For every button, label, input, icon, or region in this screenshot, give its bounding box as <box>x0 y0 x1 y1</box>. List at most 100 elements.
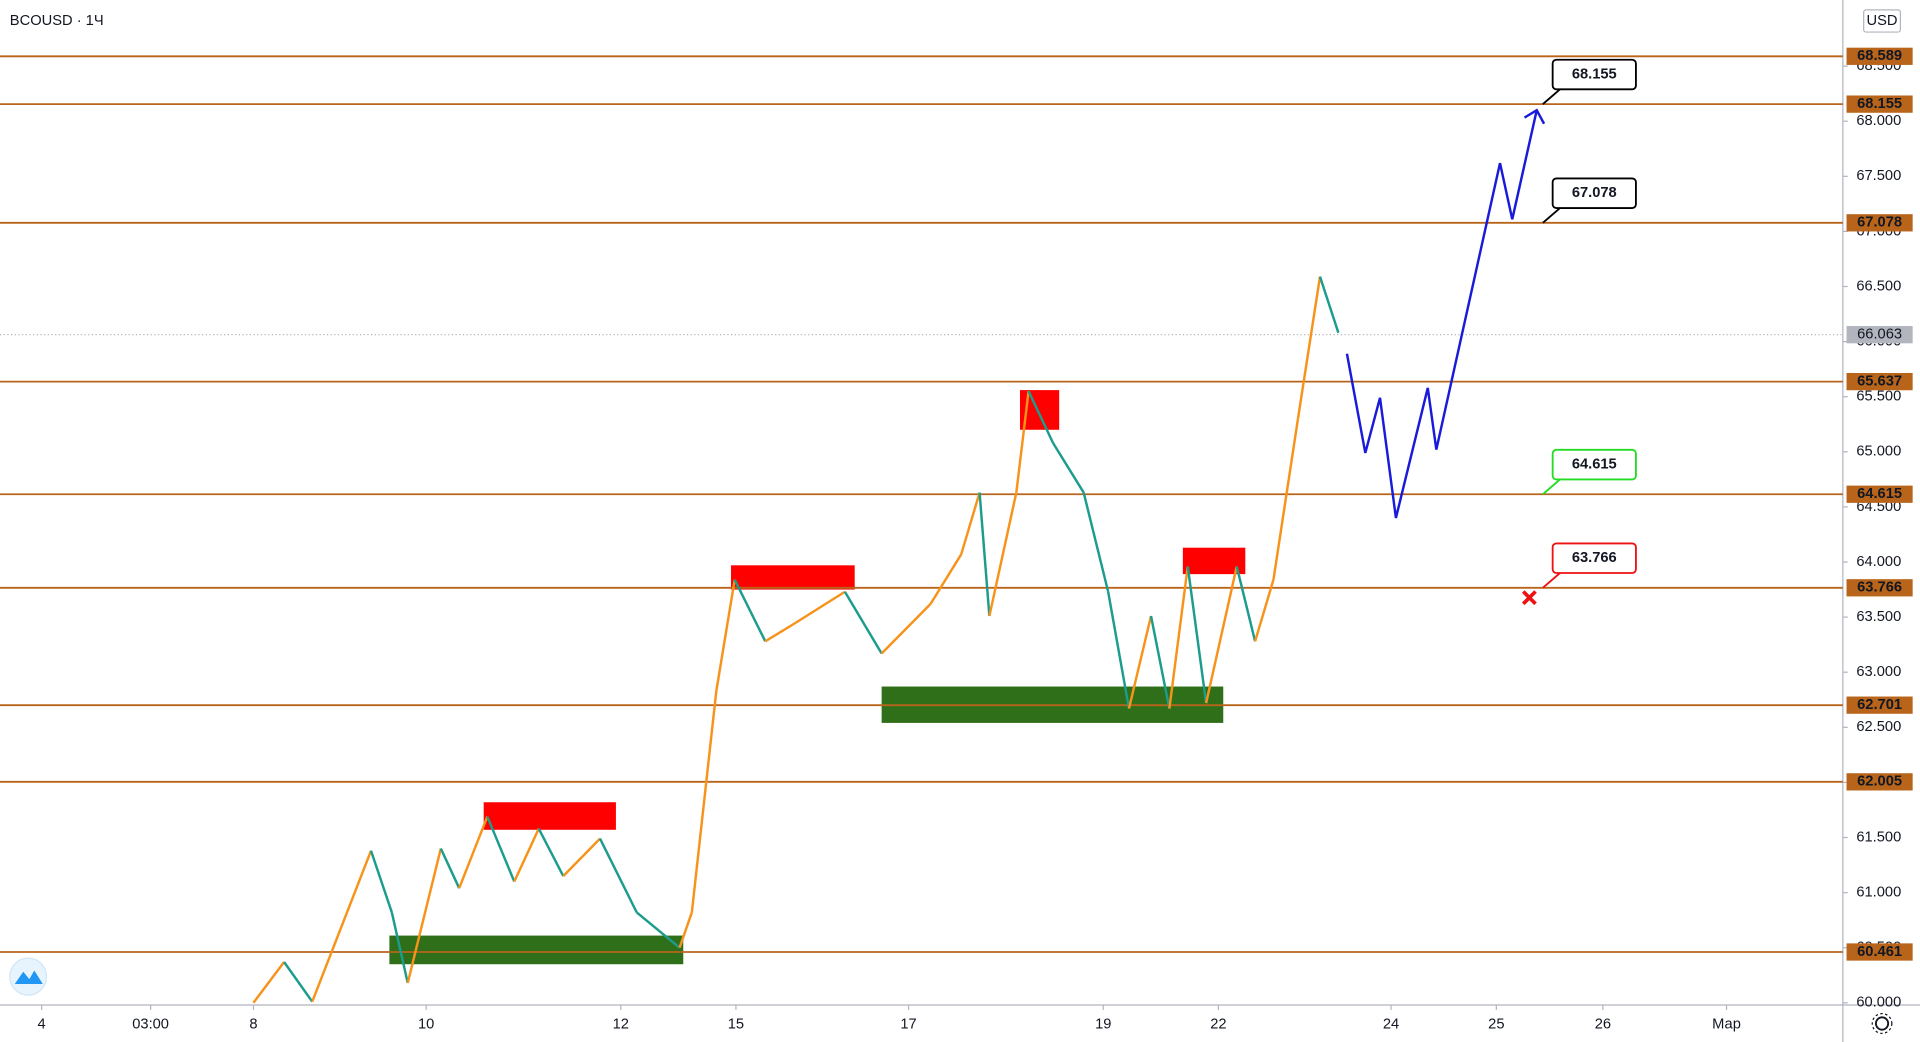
level-label-box <box>1846 214 1913 232</box>
currency-box <box>1863 9 1902 33</box>
callout-label: 67.078 <box>1572 185 1617 201</box>
callout-pointer <box>1542 572 1561 589</box>
level-label-box <box>1846 95 1913 113</box>
x-tick-label: 10 <box>418 1017 434 1033</box>
level-label: 63.766 <box>1857 580 1902 596</box>
y-tick-label: 67.500 <box>1856 168 1901 184</box>
y-tick-label: 64.000 <box>1856 554 1901 570</box>
callout-box <box>1551 448 1637 481</box>
level-label-box <box>1846 579 1913 597</box>
price-segment <box>1186 566 1208 704</box>
price-segment <box>1204 566 1238 704</box>
level-label-box <box>1846 696 1913 714</box>
price-segment <box>1127 615 1153 709</box>
price-segment <box>1027 390 1055 444</box>
price-segment <box>537 828 565 877</box>
last-price-label: 66.063 <box>1857 327 1902 343</box>
price-segment <box>1235 566 1257 642</box>
level-label: 67.078 <box>1857 215 1902 231</box>
price-segment <box>283 961 314 1003</box>
zone <box>483 802 616 830</box>
price-segment <box>439 848 461 889</box>
price-segment <box>764 621 797 643</box>
x-tick-label: 25 <box>1488 1017 1504 1033</box>
level-label: 60.461 <box>1857 944 1902 960</box>
y-tick-label: 66.500 <box>1856 278 1901 294</box>
x-tick-label: 26 <box>1595 1017 1611 1033</box>
y-tick-label: 62.500 <box>1856 719 1901 735</box>
price-segment <box>458 816 489 889</box>
y-tick-label: 60.000 <box>1856 995 1901 1011</box>
y-tick-label: 61.500 <box>1856 829 1901 845</box>
y-tick-label: 68.000 <box>1856 113 1901 129</box>
y-tick-label: 63.500 <box>1856 609 1901 625</box>
stop-marker <box>1521 590 1537 606</box>
x-tick-label: 8 <box>249 1017 257 1033</box>
forecast-line <box>1345 109 1538 519</box>
zone <box>731 565 855 590</box>
price-segment <box>1106 591 1131 709</box>
price-segment <box>1052 442 1085 494</box>
last-price-box <box>1846 326 1913 344</box>
settings-icon[interactable] <box>1871 1013 1893 1034</box>
price-segment <box>1318 276 1340 334</box>
callout-pointer <box>1542 207 1561 224</box>
price-segment <box>960 492 981 555</box>
x-tick-label: 17 <box>900 1017 916 1033</box>
level-label-box <box>1846 773 1913 791</box>
y-tick-label: 65.500 <box>1856 389 1901 405</box>
callout-label: 63.766 <box>1572 550 1617 566</box>
price-segment <box>1272 418 1300 580</box>
price-segment <box>978 492 991 617</box>
callout-box <box>1551 542 1637 574</box>
callout-pointer <box>1542 478 1561 495</box>
callout-pointer <box>1542 88 1561 105</box>
price-segment <box>1296 276 1322 419</box>
x-tick-label: 03:00 <box>132 1017 169 1033</box>
price-segment <box>880 603 932 655</box>
currency: USD <box>1867 13 1898 29</box>
price-segment <box>390 912 409 984</box>
level-label-box <box>1846 372 1913 391</box>
price-segment <box>406 848 443 984</box>
callout-label: 64.615 <box>1572 457 1617 473</box>
level-label: 62.005 <box>1857 774 1902 790</box>
forecast-arrowhead <box>1523 108 1546 125</box>
x-tick-label: 4 <box>38 1017 46 1033</box>
price-segment <box>311 850 373 1003</box>
x-tick-label: 15 <box>728 1017 744 1033</box>
price-segment <box>1168 566 1189 709</box>
price-segment <box>252 961 286 1004</box>
x-tick-label: 19 <box>1095 1017 1111 1033</box>
x-tick-label: 24 <box>1383 1017 1399 1033</box>
price-segment <box>486 816 516 883</box>
price-segment <box>369 850 393 913</box>
price-segment <box>1082 492 1110 593</box>
callout-label: 68.155 <box>1572 66 1617 82</box>
price-segment <box>929 553 963 605</box>
price-segment <box>795 590 846 624</box>
price-segment <box>635 911 681 949</box>
price-segment <box>690 690 718 913</box>
y-tick-label: 65.000 <box>1856 444 1901 460</box>
price-segment <box>598 838 638 913</box>
level-label: 65.637 <box>1857 373 1902 389</box>
level-label-box <box>1846 485 1913 503</box>
price-segment <box>988 492 1018 617</box>
level-label: 68.589 <box>1857 48 1902 64</box>
level-label-box <box>1846 943 1913 961</box>
x-tick-label: 22 <box>1210 1017 1226 1033</box>
level-label: 62.701 <box>1857 697 1902 713</box>
chart-title: BCOUSD · 1Ч <box>10 13 104 29</box>
y-tick-label: 61.000 <box>1856 884 1901 900</box>
price-segment <box>513 828 540 883</box>
price-segment <box>1015 391 1030 493</box>
level-label-box <box>1846 47 1913 65</box>
level-label: 64.615 <box>1857 486 1902 502</box>
zone <box>389 935 684 965</box>
level-label: 68.155 <box>1857 96 1902 112</box>
price-segment <box>562 837 601 877</box>
